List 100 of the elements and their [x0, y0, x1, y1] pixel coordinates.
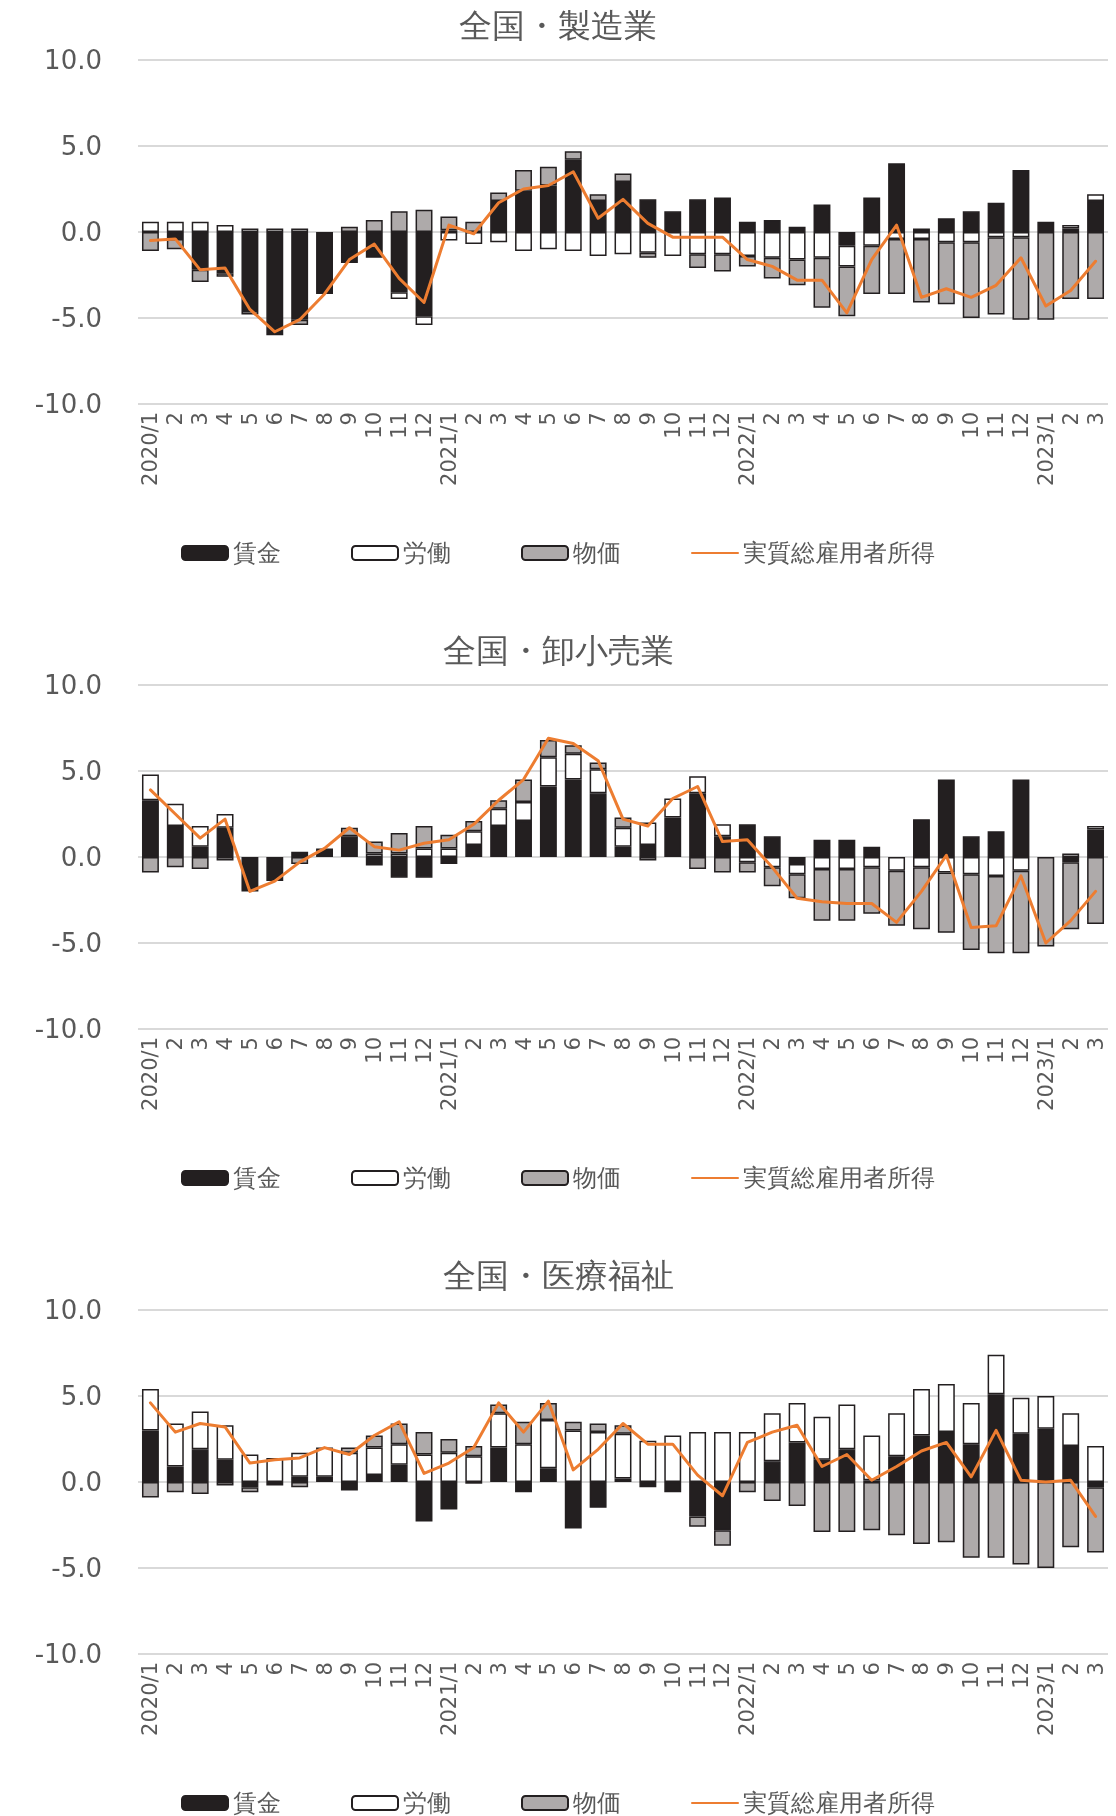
x-tick-label: 5 [834, 412, 859, 426]
x-tick-label: 3 [188, 1037, 213, 1051]
y-tick-label: -5.0 [51, 1553, 102, 1583]
x-tick-label: 10 [959, 1037, 984, 1064]
y-tick-label: 5.0 [60, 131, 102, 161]
x-tick-label: 2022/1 [735, 1037, 760, 1111]
x-tick-label: 2023/1 [1033, 1037, 1058, 1111]
x-tick-label: 8 [909, 1037, 934, 1051]
bar [266, 857, 284, 882]
x-tick-label: 7 [586, 1037, 611, 1051]
bar [390, 857, 408, 878]
x-tick-label: 12 [412, 1037, 437, 1064]
x-tick-label: 11 [685, 1662, 710, 1689]
x-tick-label: 2 [163, 1662, 188, 1676]
x-tick-label: 4 [511, 412, 536, 426]
x-tick-label: 2020/1 [138, 412, 163, 486]
x-tick-label: 2 [1058, 412, 1083, 426]
legend-label: 賃金 [233, 1164, 281, 1192]
line-series [148, 170, 1098, 334]
x-tick-label: 3 [486, 412, 511, 426]
x-tick-label: 10 [362, 1662, 387, 1689]
x-tick-label: 7 [586, 412, 611, 426]
chart-title: 全国・医療福祉 [442, 1256, 674, 1295]
line-series [148, 1399, 1098, 1518]
x-tick-label: 8 [909, 412, 934, 426]
x-tick-label: 3 [1083, 1037, 1108, 1051]
x-tick-label: 11 [984, 412, 1009, 439]
y-tick-label: 5.0 [60, 756, 102, 786]
y-tick-label: 10.0 [44, 670, 102, 700]
y-tick-label: -5.0 [51, 303, 102, 333]
x-tick-label: 2 [760, 1037, 785, 1051]
x-tick-label: 5 [536, 412, 561, 426]
line-series [148, 736, 1098, 945]
x-tick-label: 4 [213, 1662, 238, 1676]
x-tick-label: 7 [884, 1662, 909, 1676]
legend-label: 実質総雇用者所得 [743, 1789, 935, 1816]
x-tick-label: 7 [884, 1037, 909, 1051]
x-tick-label: 6 [561, 1662, 586, 1676]
bar [1037, 1482, 1055, 1568]
bar [266, 232, 284, 336]
x-tick-label: 11 [387, 1037, 412, 1064]
chart-title: 全国・卸小売業 [442, 631, 674, 670]
x-tick-label: 10 [959, 1662, 984, 1689]
x-tick-label: 5 [237, 1662, 262, 1676]
x-tick-label: 5 [237, 412, 262, 426]
x-tick-label: 7 [884, 412, 909, 426]
x-tick-label: 9 [635, 412, 660, 426]
x-tick-label: 3 [785, 1662, 810, 1676]
chart-title: 全国・製造業 [459, 6, 657, 45]
bar [863, 1482, 881, 1531]
x-tick-label: 4 [511, 1662, 536, 1676]
x-tick-label: 6 [561, 1037, 586, 1051]
x-tick-label: 2022/1 [735, 1662, 760, 1736]
x-tick-label: 4 [511, 1037, 536, 1051]
x-tick-label: 9 [934, 1662, 959, 1676]
x-tick-label: 5 [834, 1037, 859, 1051]
x-tick-label: 12 [1008, 1037, 1033, 1064]
x-tick-label: 4 [809, 1037, 834, 1051]
x-tick-label: 3 [1083, 1662, 1108, 1676]
x-tick-label: 12 [710, 1037, 735, 1064]
x-tick-label: 4 [213, 412, 238, 426]
bar [241, 232, 259, 312]
x-tick-label: 9 [934, 1037, 959, 1051]
x-tick-label: 6 [262, 1037, 287, 1051]
x-tick-label: 12 [1008, 1662, 1033, 1689]
x-tick-label: 8 [611, 412, 635, 426]
x-tick-label: 5 [536, 1662, 561, 1676]
y-tick-label: 0.0 [60, 217, 102, 247]
x-tick-label: 6 [859, 1037, 884, 1051]
x-tick-label: 2 [760, 412, 785, 426]
x-tick-label: 9 [635, 1662, 660, 1676]
x-tick-label: 12 [710, 412, 735, 439]
legend-label: 労働 [403, 1789, 451, 1816]
x-tick-label: 3 [785, 412, 810, 426]
legend-label: 実質総雇用者所得 [743, 1164, 935, 1192]
x-tick-label: 2021/1 [436, 1662, 461, 1736]
x-tick-label: 12 [1008, 412, 1033, 439]
y-tick-label: 10.0 [44, 45, 102, 75]
x-tick-label: 6 [859, 412, 884, 426]
x-tick-label: 5 [834, 1662, 859, 1676]
x-tick-label: 10 [660, 412, 685, 439]
x-tick-label: 2023/1 [1033, 1662, 1058, 1736]
x-tick-label: 11 [984, 1037, 1009, 1064]
legend-label: 実質総雇用者所得 [743, 539, 935, 567]
x-tick-label: 2023/1 [1033, 412, 1058, 486]
x-tick-label: 12 [412, 1662, 437, 1689]
x-tick-label: 5 [237, 1037, 262, 1051]
x-tick-label: 9 [337, 412, 362, 426]
x-tick-label: 2020/1 [138, 1037, 163, 1111]
y-tick-label: 0.0 [60, 1467, 102, 1497]
x-tick-label: 3 [188, 412, 213, 426]
x-tick-label: 9 [337, 1037, 362, 1051]
x-tick-label: 11 [387, 412, 412, 439]
y-tick-label: -10.0 [34, 1014, 102, 1044]
legend-label: 物価 [573, 1164, 621, 1192]
x-tick-label: 3 [188, 1662, 213, 1676]
y-tick-label: 0.0 [60, 842, 102, 872]
x-tick-label: 11 [685, 412, 710, 439]
x-tick-label: 10 [660, 1662, 685, 1689]
x-tick-label: 4 [809, 412, 834, 426]
